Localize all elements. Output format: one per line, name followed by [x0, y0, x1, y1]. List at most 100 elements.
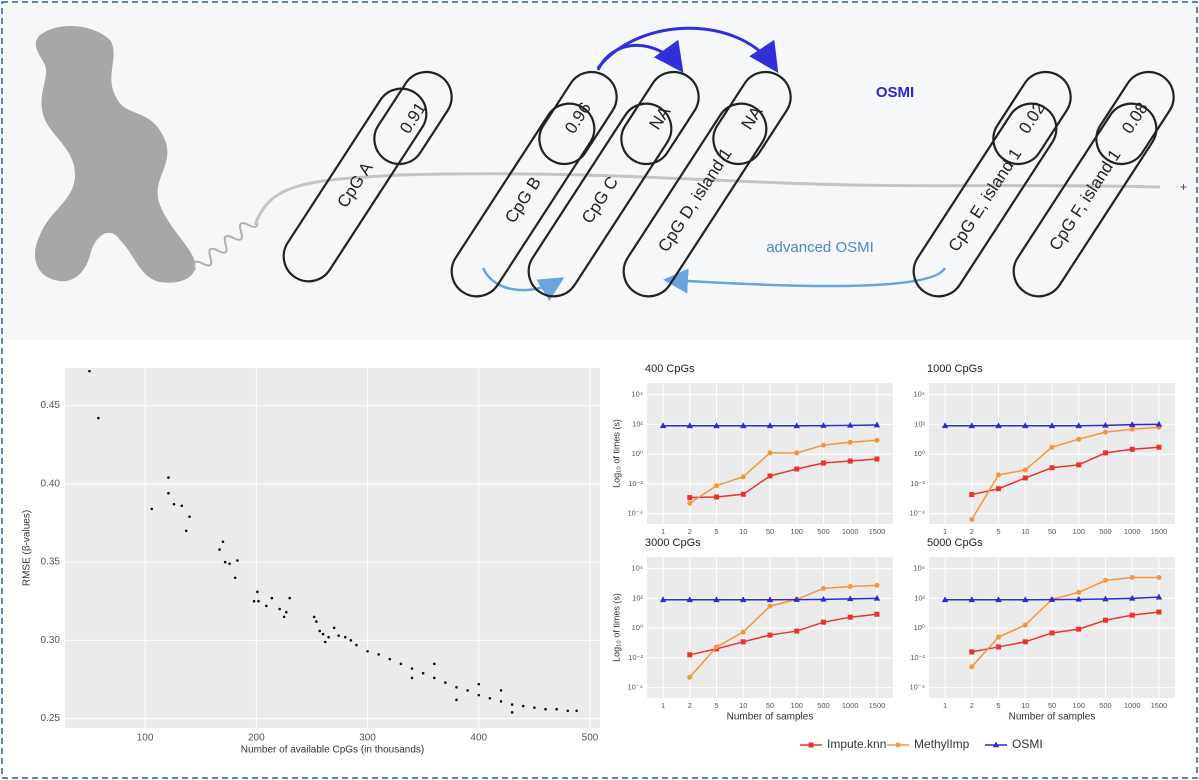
- y-tick-label: 10⁰: [632, 449, 643, 458]
- point: [256, 591, 259, 594]
- x-tick-label: 500: [1099, 701, 1112, 710]
- y-tick-label: 0.35: [41, 557, 61, 568]
- x-tick-label: 1000: [1124, 701, 1141, 710]
- marker: [969, 492, 974, 497]
- y-tick-label: 10⁰: [632, 623, 643, 632]
- x-tick-label: 200: [248, 733, 265, 744]
- point: [388, 658, 391, 661]
- page: + OSMI advanced OSMI CpG A0.91CpG B0.96C…: [0, 0, 1199, 780]
- y-tick-label: 10⁻²: [910, 653, 925, 662]
- point: [283, 616, 286, 619]
- marker: [1130, 613, 1135, 618]
- marker: [1103, 450, 1108, 455]
- point: [265, 605, 268, 608]
- end-mark: +: [1180, 180, 1187, 194]
- marker: [1103, 578, 1108, 583]
- marker: [874, 456, 879, 461]
- marker: [687, 501, 692, 506]
- x-tick-label: 1500: [869, 701, 886, 710]
- x-tick-label: 500: [817, 701, 830, 710]
- y-tick-label: 10²: [914, 419, 925, 428]
- point: [466, 689, 469, 692]
- x-tick-label: 500: [582, 733, 599, 744]
- point: [278, 608, 281, 611]
- marker: [741, 639, 746, 644]
- point: [218, 548, 221, 551]
- marker: [848, 615, 853, 620]
- marker: [848, 459, 853, 464]
- marker: [714, 495, 719, 500]
- x-tick-label: 5: [996, 701, 1000, 710]
- x-tick-label: 500: [1099, 527, 1112, 536]
- x-tick-label: 50: [1048, 701, 1056, 710]
- point: [411, 667, 414, 670]
- marker: [741, 492, 746, 497]
- point: [355, 644, 358, 647]
- marker: [794, 450, 799, 455]
- marker: [969, 664, 974, 669]
- x-axis-label: Number of samples: [727, 712, 814, 723]
- point: [97, 417, 100, 420]
- point: [185, 529, 188, 532]
- y-tick-label: 10⁻²: [910, 479, 925, 488]
- x-tick-label: 100: [790, 701, 803, 710]
- marker: [714, 483, 719, 488]
- point: [477, 694, 480, 697]
- marker: [768, 450, 773, 455]
- y-axis-label: Log₁₀ of times (s): [611, 593, 621, 662]
- marker: [768, 473, 773, 478]
- point: [533, 706, 536, 709]
- x-tick-label: 100: [1072, 701, 1085, 710]
- point: [350, 639, 353, 642]
- marker: [821, 461, 826, 466]
- point: [455, 686, 458, 689]
- x-tick-label: 5: [714, 527, 718, 536]
- x-tick-label: 100: [137, 733, 154, 744]
- point: [236, 559, 239, 562]
- marker: [1130, 427, 1135, 432]
- marker: [794, 466, 799, 471]
- x-tick-label: 2: [970, 701, 974, 710]
- point: [522, 705, 525, 708]
- marker: [1103, 430, 1108, 435]
- y-tick-label: 10⁴: [631, 564, 643, 573]
- marker: [687, 675, 692, 680]
- y-tick-label: 0.45: [41, 400, 61, 411]
- marker: [1076, 590, 1081, 595]
- marker: [996, 644, 1001, 649]
- x-tick-label: 50: [1048, 527, 1056, 536]
- point: [566, 709, 569, 712]
- point: [253, 600, 256, 603]
- y-axis-label: Log₁₀ of times (s): [611, 419, 621, 488]
- point: [188, 515, 191, 518]
- point: [337, 634, 340, 637]
- marker: [794, 629, 799, 634]
- y-tick-label: 10⁻²: [628, 479, 643, 488]
- point: [333, 627, 336, 630]
- x-tick-label: 500: [817, 527, 830, 536]
- point: [285, 611, 288, 614]
- y-tick-label: 10⁰: [914, 623, 925, 632]
- point: [489, 697, 492, 700]
- x-tick-label: 10: [1021, 527, 1029, 536]
- marker: [1076, 437, 1081, 442]
- x-tick-label: 1000: [842, 701, 859, 710]
- y-tick-label: 10²: [632, 593, 643, 602]
- x-tick-label: 1: [661, 701, 665, 710]
- x-tick-label: 5: [996, 527, 1000, 536]
- point: [322, 633, 325, 636]
- y-tick-label: 10⁻⁴: [909, 683, 925, 692]
- x-tick-label: 1000: [842, 527, 859, 536]
- marker: [1076, 462, 1081, 467]
- figure: + OSMI advanced OSMI CpG A0.91CpG B0.96C…: [0, 0, 1199, 780]
- marker: [1050, 630, 1055, 635]
- marker: [848, 440, 853, 445]
- marker: [768, 633, 773, 638]
- x-tick-label: 1500: [869, 527, 886, 536]
- y-tick-label: 0.40: [41, 478, 61, 489]
- marker: [848, 584, 853, 589]
- marker: [821, 586, 826, 591]
- x-tick-label: 2: [970, 527, 974, 536]
- y-tick-label: 10⁰: [914, 449, 925, 458]
- x-tick-label: 100: [790, 527, 803, 536]
